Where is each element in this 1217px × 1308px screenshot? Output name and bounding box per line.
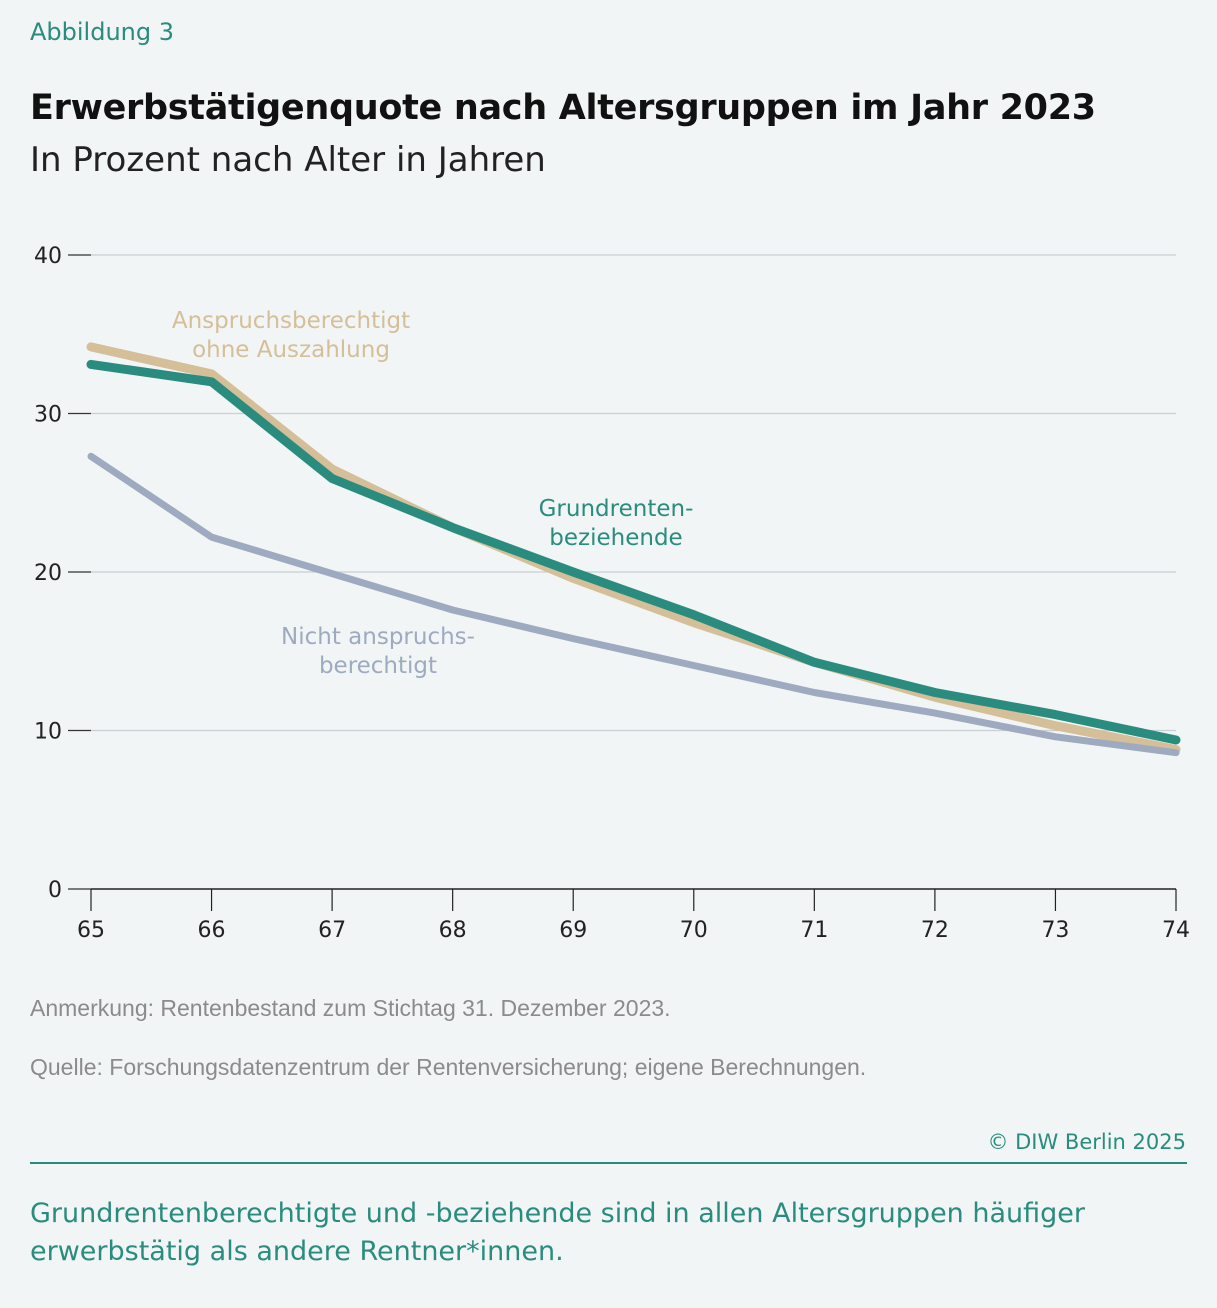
x-tick-label: 65 xyxy=(77,918,105,943)
divider xyxy=(30,1162,1187,1164)
series-label-nicht: Nicht anspruchs-berechtigt xyxy=(281,624,475,679)
line-chart: 0 10 20 30 40 65 66 67 68 69 70 71 72 73 74 Anspruchsb… xyxy=(34,244,1190,943)
note-quelle: Quelle: Forschungsdatenzentrum der Rente… xyxy=(30,1054,867,1080)
y-tick-label: 30 xyxy=(34,403,62,428)
series-labels: Anspruchsberechtigt ohne Auszahlung Grundr… xyxy=(172,308,694,679)
x-tick-label: 68 xyxy=(439,918,467,943)
x-tick-label: 73 xyxy=(1041,918,1069,943)
x-tick-label: 74 xyxy=(1162,918,1190,943)
axes: 0 10 20 30 40 65 66 67 68 69 70 71 72 73 74 xyxy=(34,244,1190,943)
x-tick-label: 69 xyxy=(559,918,587,943)
y-tick-label: 40 xyxy=(34,244,62,269)
x-tick-label: 72 xyxy=(921,918,949,943)
figure-kicker: Abbildung 3 xyxy=(30,18,175,46)
chart-title: Erwerbstätigenquote nach Altersgruppen i… xyxy=(30,88,1096,128)
series-line-anspruch xyxy=(86,342,1181,754)
y-tick-label: 20 xyxy=(34,561,62,586)
series-lines xyxy=(86,342,1181,757)
x-tick-label: 67 xyxy=(318,918,346,943)
x-tick-label: 70 xyxy=(680,918,708,943)
y-tick-label: 10 xyxy=(34,720,62,745)
series-line-nicht xyxy=(87,452,1180,757)
y-tick-label: 0 xyxy=(48,878,62,903)
x-tick-label: 66 xyxy=(198,918,226,943)
takeaway-text: Grundrentenberechtigte und -beziehende s… xyxy=(30,1198,1086,1267)
x-tick-label: 71 xyxy=(800,918,828,943)
series-label-anspruch: Anspruchsberechtigt ohne Auszahlung xyxy=(172,308,410,363)
note-anmerkung: Anmerkung: Rentenbestand zum Stichtag 31… xyxy=(30,995,671,1021)
gridlines xyxy=(91,254,1176,732)
chart-subtitle: In Prozent nach Alter in Jahren xyxy=(30,140,546,180)
series-label-grundrente: Grundrenten-beziehende xyxy=(539,496,694,551)
series-line-grundrente xyxy=(86,359,1181,745)
copyright: © DIW Berlin 2025 xyxy=(987,1130,1186,1154)
